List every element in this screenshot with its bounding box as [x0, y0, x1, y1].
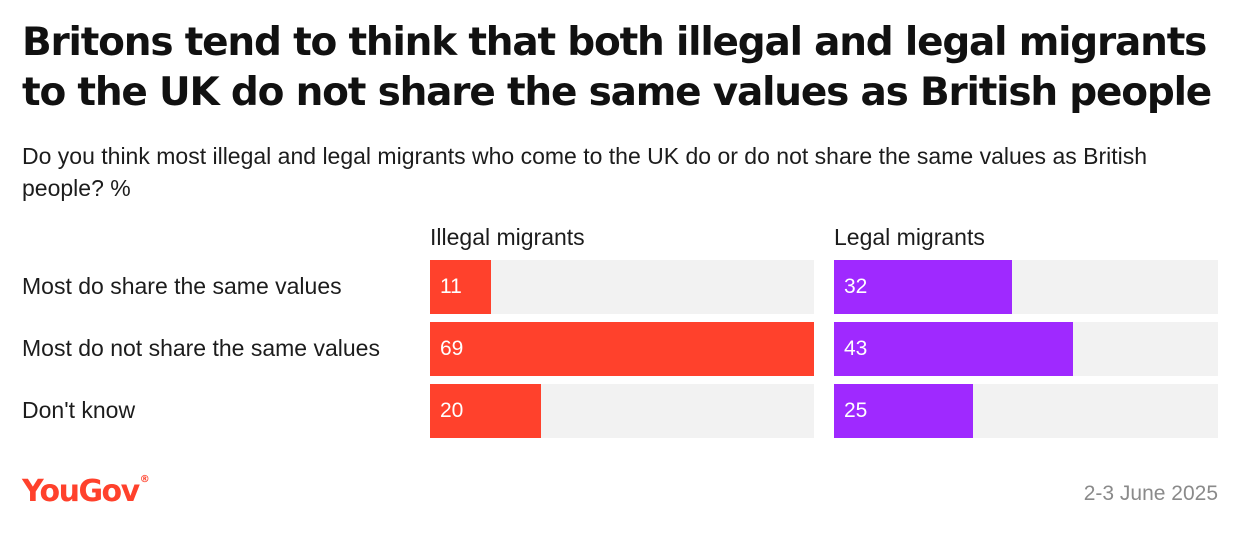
- survey-date: 2-3 June 2025: [1083, 482, 1218, 505]
- bar-track: 20: [430, 384, 814, 438]
- panel-title-legal: Legal migrants: [834, 224, 985, 250]
- value-label-legal-share: 32: [844, 275, 868, 298]
- value-label-legal-dont-know: 25: [844, 399, 868, 422]
- bar-track: 69: [430, 322, 814, 376]
- registered-mark: ®: [139, 474, 150, 485]
- logo-text: YouGov: [22, 474, 140, 509]
- yougov-logo: YouGov®: [22, 474, 150, 509]
- value-label-illegal-not-share: 69: [440, 337, 464, 360]
- chart-subtitle: Do you think most illegal and legal migr…: [22, 143, 1148, 201]
- bar-legal-not-share: [834, 322, 1073, 376]
- chart-title: Britons tend to think that both illegal …: [22, 20, 1212, 115]
- row-label-dont-know: Don't know: [22, 397, 136, 423]
- bar-illegal-share: [430, 260, 491, 314]
- bar-legal-share: [834, 260, 1012, 314]
- row-label-share: Most do share the same values: [22, 273, 342, 299]
- bar-illegal-dont-know: [430, 384, 541, 438]
- bar-illegal-not-share: [430, 322, 814, 376]
- bar-track: 43: [834, 322, 1218, 376]
- bar-track: 25: [834, 384, 1218, 438]
- panel-title-illegal: Illegal migrants: [430, 224, 585, 250]
- value-label-legal-not-share: 43: [844, 337, 868, 360]
- value-label-illegal-dont-know: 20: [440, 399, 464, 422]
- bar-track: 11: [430, 260, 814, 314]
- bar-legal-dont-know: [834, 384, 973, 438]
- bar-track: 32: [834, 260, 1218, 314]
- value-label-illegal-share: 11: [440, 275, 462, 298]
- row-label-not-share: Most do not share the same values: [22, 335, 380, 361]
